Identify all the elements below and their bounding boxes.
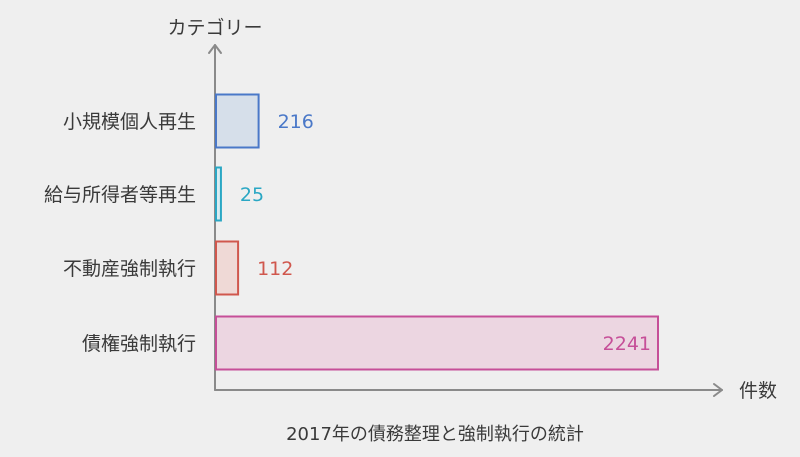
category-label: 小規模個人再生: [63, 111, 196, 133]
value-label: 25: [240, 184, 264, 206]
y-axis-arrow: [208, 44, 222, 54]
x-axis-arrow: [713, 383, 723, 397]
bar-4: [215, 315, 659, 371]
chart-title: 2017年の債務整理と強制執行の統計: [286, 424, 584, 445]
bar-3: [215, 240, 240, 296]
bar-2: [215, 166, 222, 222]
value-labels: 216 25 112 2241: [240, 111, 651, 355]
bars: [215, 93, 659, 371]
x-axis-label: 件数: [739, 380, 777, 402]
y-axis-label: カテゴリー: [167, 17, 262, 39]
value-label: 216: [278, 111, 314, 133]
bar-1: [215, 93, 260, 149]
value-label: 112: [257, 258, 293, 280]
category-label: 不動産強制執行: [63, 258, 196, 280]
category-label: 給与所得者等再生: [44, 184, 196, 206]
category-label: 債権強制執行: [82, 333, 196, 355]
value-label: 2241: [603, 333, 651, 355]
